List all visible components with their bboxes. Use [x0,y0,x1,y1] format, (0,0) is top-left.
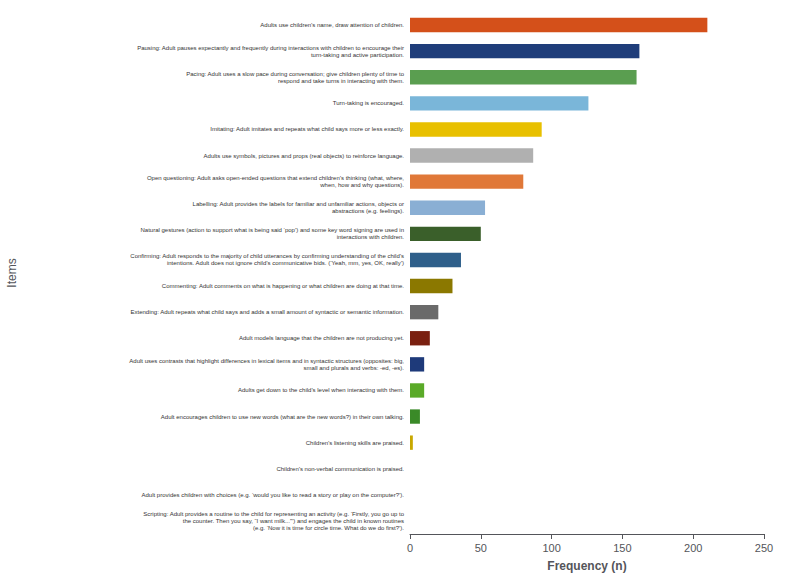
svg-text:Adults use children’s name, dr: Adults use children’s name, draw attenti… [260,22,404,28]
svg-text:Items: Items [5,258,19,287]
svg-text:50: 50 [475,542,487,554]
svg-text:Extending: Adult repeats what: Extending: Adult repeats what child says… [131,309,405,315]
svg-text:the counter. Then you say, “I: the counter. Then you say, “I want milk.… [183,518,404,524]
svg-text:150: 150 [613,542,631,554]
svg-text:0: 0 [407,542,413,554]
svg-text:Turn-taking is encouraged.: Turn-taking is encouraged. [333,100,404,106]
svg-text:Pausing: Adult pauses expectan: Pausing: Adult pauses expectantly and fr… [137,45,404,51]
svg-text:Adult uses contrasts that high: Adult uses contrasts that highlight diff… [129,358,404,364]
svg-text:Commenting: Adult comments on: Commenting: Adult comments on what is ha… [162,283,404,289]
svg-text:Open questioning: Adult asks o: Open questioning: Adult asks open-ended … [147,175,404,181]
svg-text:Natural gestures (action to su: Natural gestures (action to support what… [141,227,404,233]
svg-text:Children’s non-verbal communic: Children’s non-verbal communication is p… [276,466,404,472]
svg-text:100: 100 [542,542,560,554]
svg-text:Adults use symbols, pictures a: Adults use symbols, pictures and props (… [204,153,405,159]
svg-text:Adult models language that the: Adult models language that the children … [239,335,404,341]
svg-text:turn-taking and active partici: turn-taking and active participation. [311,52,404,58]
svg-text:intentions. Adult does not ign: intentions. Adult does not ignore child’… [167,260,404,266]
svg-text:Labelling: Adult provides the: Labelling: Adult provides the labels for… [193,201,404,207]
svg-text:Confirming: Adult responds to: Confirming: Adult responds to the majori… [130,253,404,259]
svg-text:abstractions (e.g. feelings).: abstractions (e.g. feelings). [332,208,404,214]
svg-text:interactions with children.: interactions with children. [337,234,405,240]
svg-text:small and plurals and verbs: -: small and plurals and verbs: -ed, -es). [304,365,405,371]
svg-text:when, how and why questions).: when, how and why questions). [319,182,404,188]
svg-text:Children’s listening skills ar: Children’s listening skills are praised. [306,440,405,446]
svg-text:Imitating: Adult imitates and: Imitating: Adult imitates and repeats wh… [210,126,404,132]
svg-text:(e.g. ‘Now it is time for circ: (e.g. ‘Now it is time for circle time. W… [253,525,404,531]
svg-text:Frequency (n): Frequency (n) [547,559,626,573]
svg-text:Scripting: Adult provides a ro: Scripting: Adult provides a routine to t… [143,511,404,517]
svg-text:250: 250 [755,542,773,554]
svg-text:Adult encourages children to u: Adult encourages children to use new wor… [161,414,404,420]
svg-text:Adults get down to the child’s: Adults get down to the child’s level whe… [238,387,404,393]
svg-text:200: 200 [684,542,702,554]
svg-text:Adult provides children with c: Adult provides children with choices (e.… [142,492,405,498]
svg-text:Pacing: Adult uses a slow pace: Pacing: Adult uses a slow pace during co… [186,71,404,77]
svg-text:respond and take turns in inte: respond and take turns in interacting wi… [278,78,404,84]
